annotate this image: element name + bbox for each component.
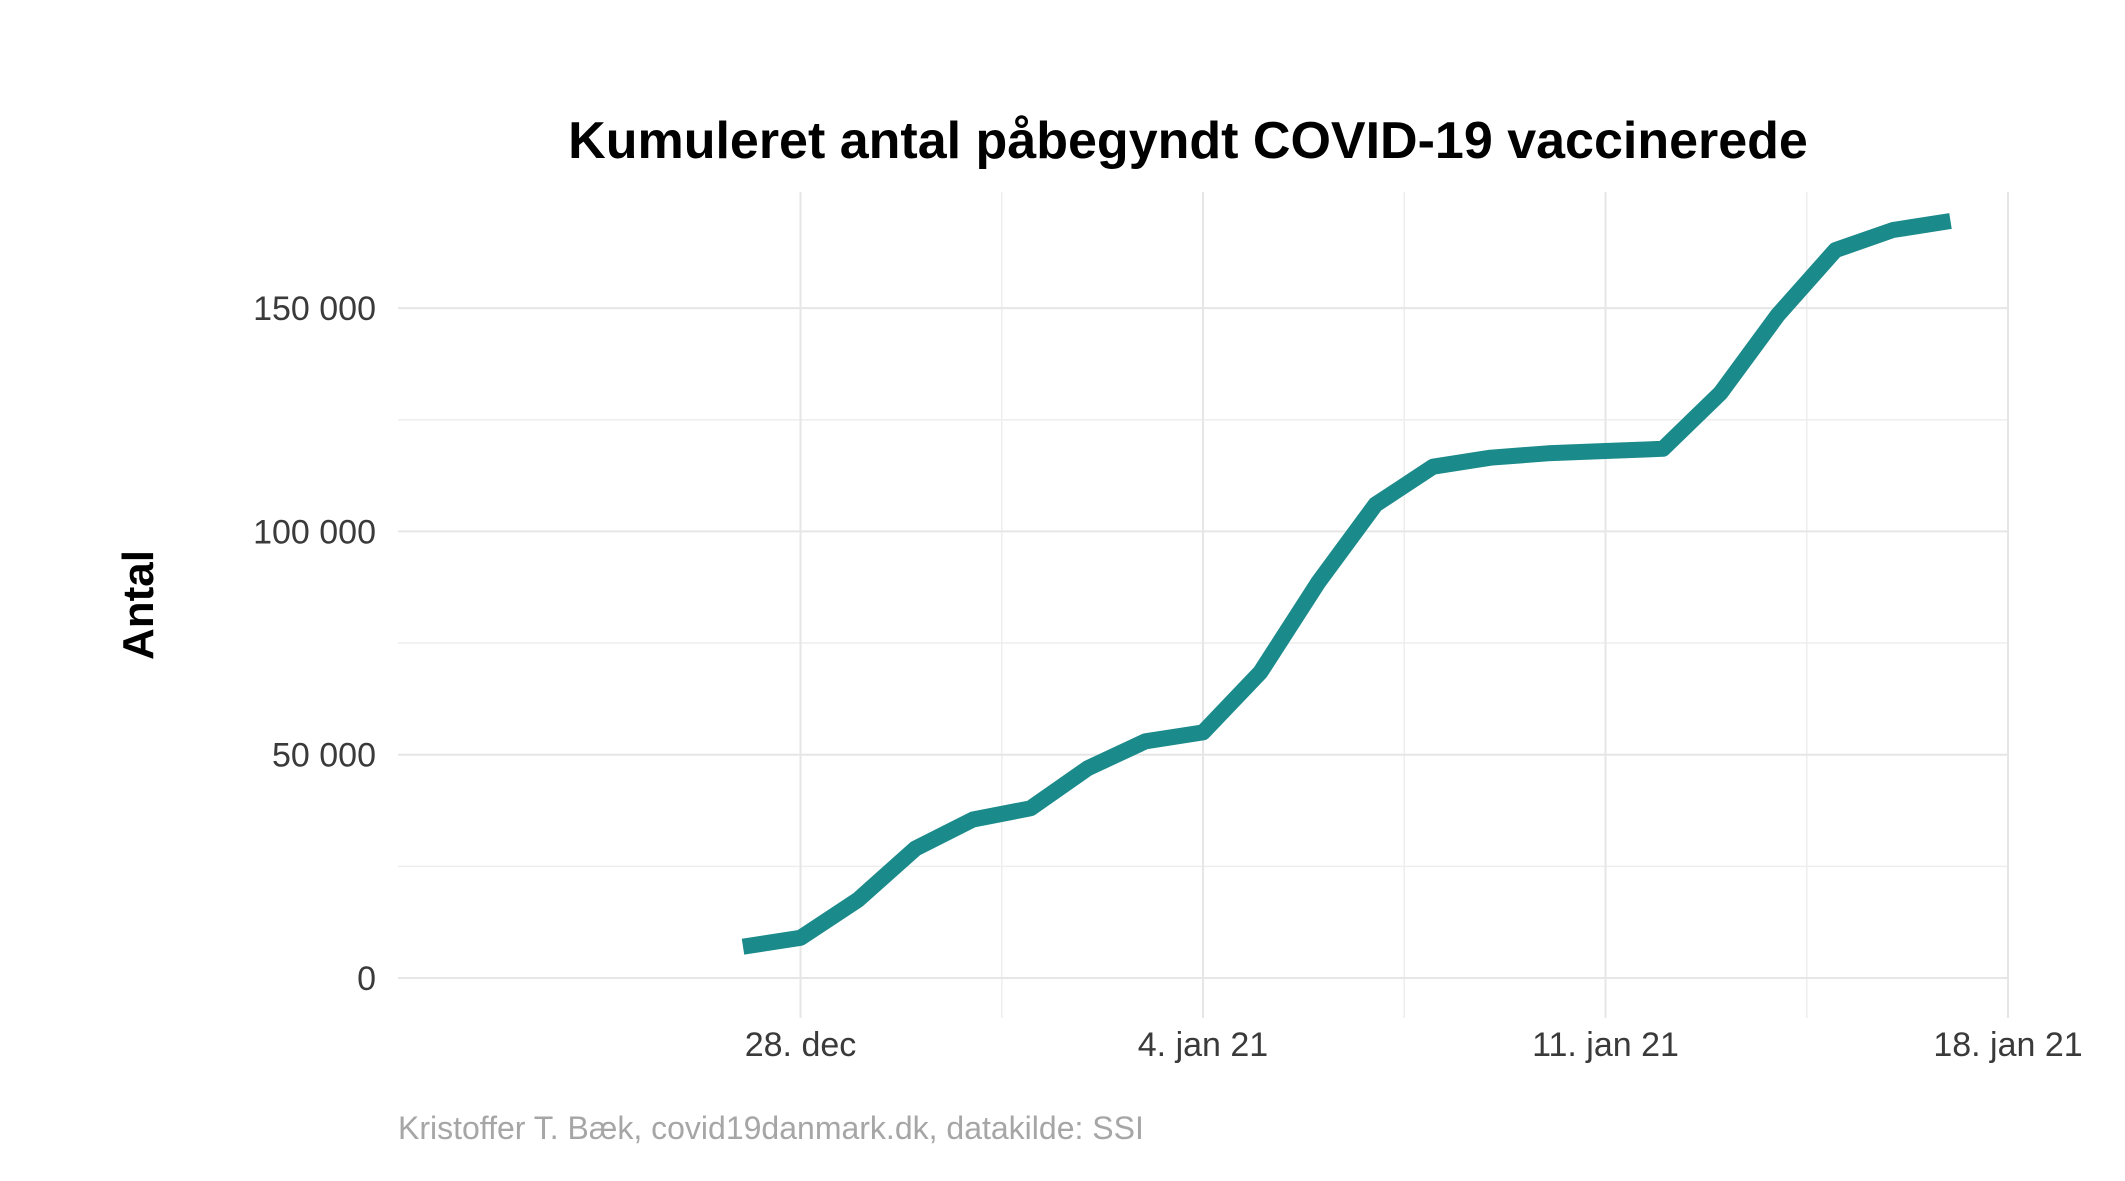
data-point	[1943, 213, 1959, 229]
grid	[398, 192, 2009, 1018]
data-point	[1828, 242, 1844, 258]
data-point	[1253, 664, 1269, 680]
y-axis-label: Antal	[114, 550, 163, 660]
data-point	[965, 812, 981, 828]
data-point	[1425, 459, 1441, 475]
chart-title: Kumuleret antal påbegyndt COVID-19 vacci…	[568, 112, 1808, 170]
data-point	[1598, 443, 1614, 459]
chart-caption: Kristoffer T. Bæk, covid19danmark.dk, da…	[398, 1110, 1144, 1146]
x-tick-label: 11. jan 21	[1532, 1026, 1679, 1064]
data-point	[1080, 760, 1096, 776]
data-point	[1713, 385, 1729, 401]
data-point	[1138, 733, 1154, 749]
y-tick-label: 0	[357, 960, 376, 998]
data-point	[1483, 450, 1499, 466]
data-point	[793, 930, 809, 946]
y-tick-label: 100 000	[253, 513, 376, 551]
data-point	[850, 892, 866, 908]
data-point	[1310, 575, 1326, 591]
data-point	[908, 841, 924, 857]
data-point	[1885, 222, 1901, 238]
data-point	[735, 939, 751, 955]
data-point	[1023, 800, 1039, 816]
data-point	[1368, 497, 1384, 513]
data-point	[1195, 724, 1211, 740]
data-point	[1655, 441, 1671, 457]
data-point	[1770, 307, 1786, 323]
series-line	[741, 213, 1952, 955]
x-tick-label: 18. jan 21	[1933, 1026, 2082, 1064]
series-layer	[735, 213, 1959, 955]
y-tick-label: 50 000	[272, 737, 376, 775]
x-tick-label: 4. jan 21	[1138, 1026, 1268, 1064]
x-tick-label: 28. dec	[745, 1026, 857, 1064]
data-point	[1540, 445, 1556, 461]
y-tick-label: 150 000	[253, 290, 376, 328]
tick-labels: 0 50 000 100 000 150 000 28. dec 4. jan 21 11.…	[253, 290, 2083, 1064]
